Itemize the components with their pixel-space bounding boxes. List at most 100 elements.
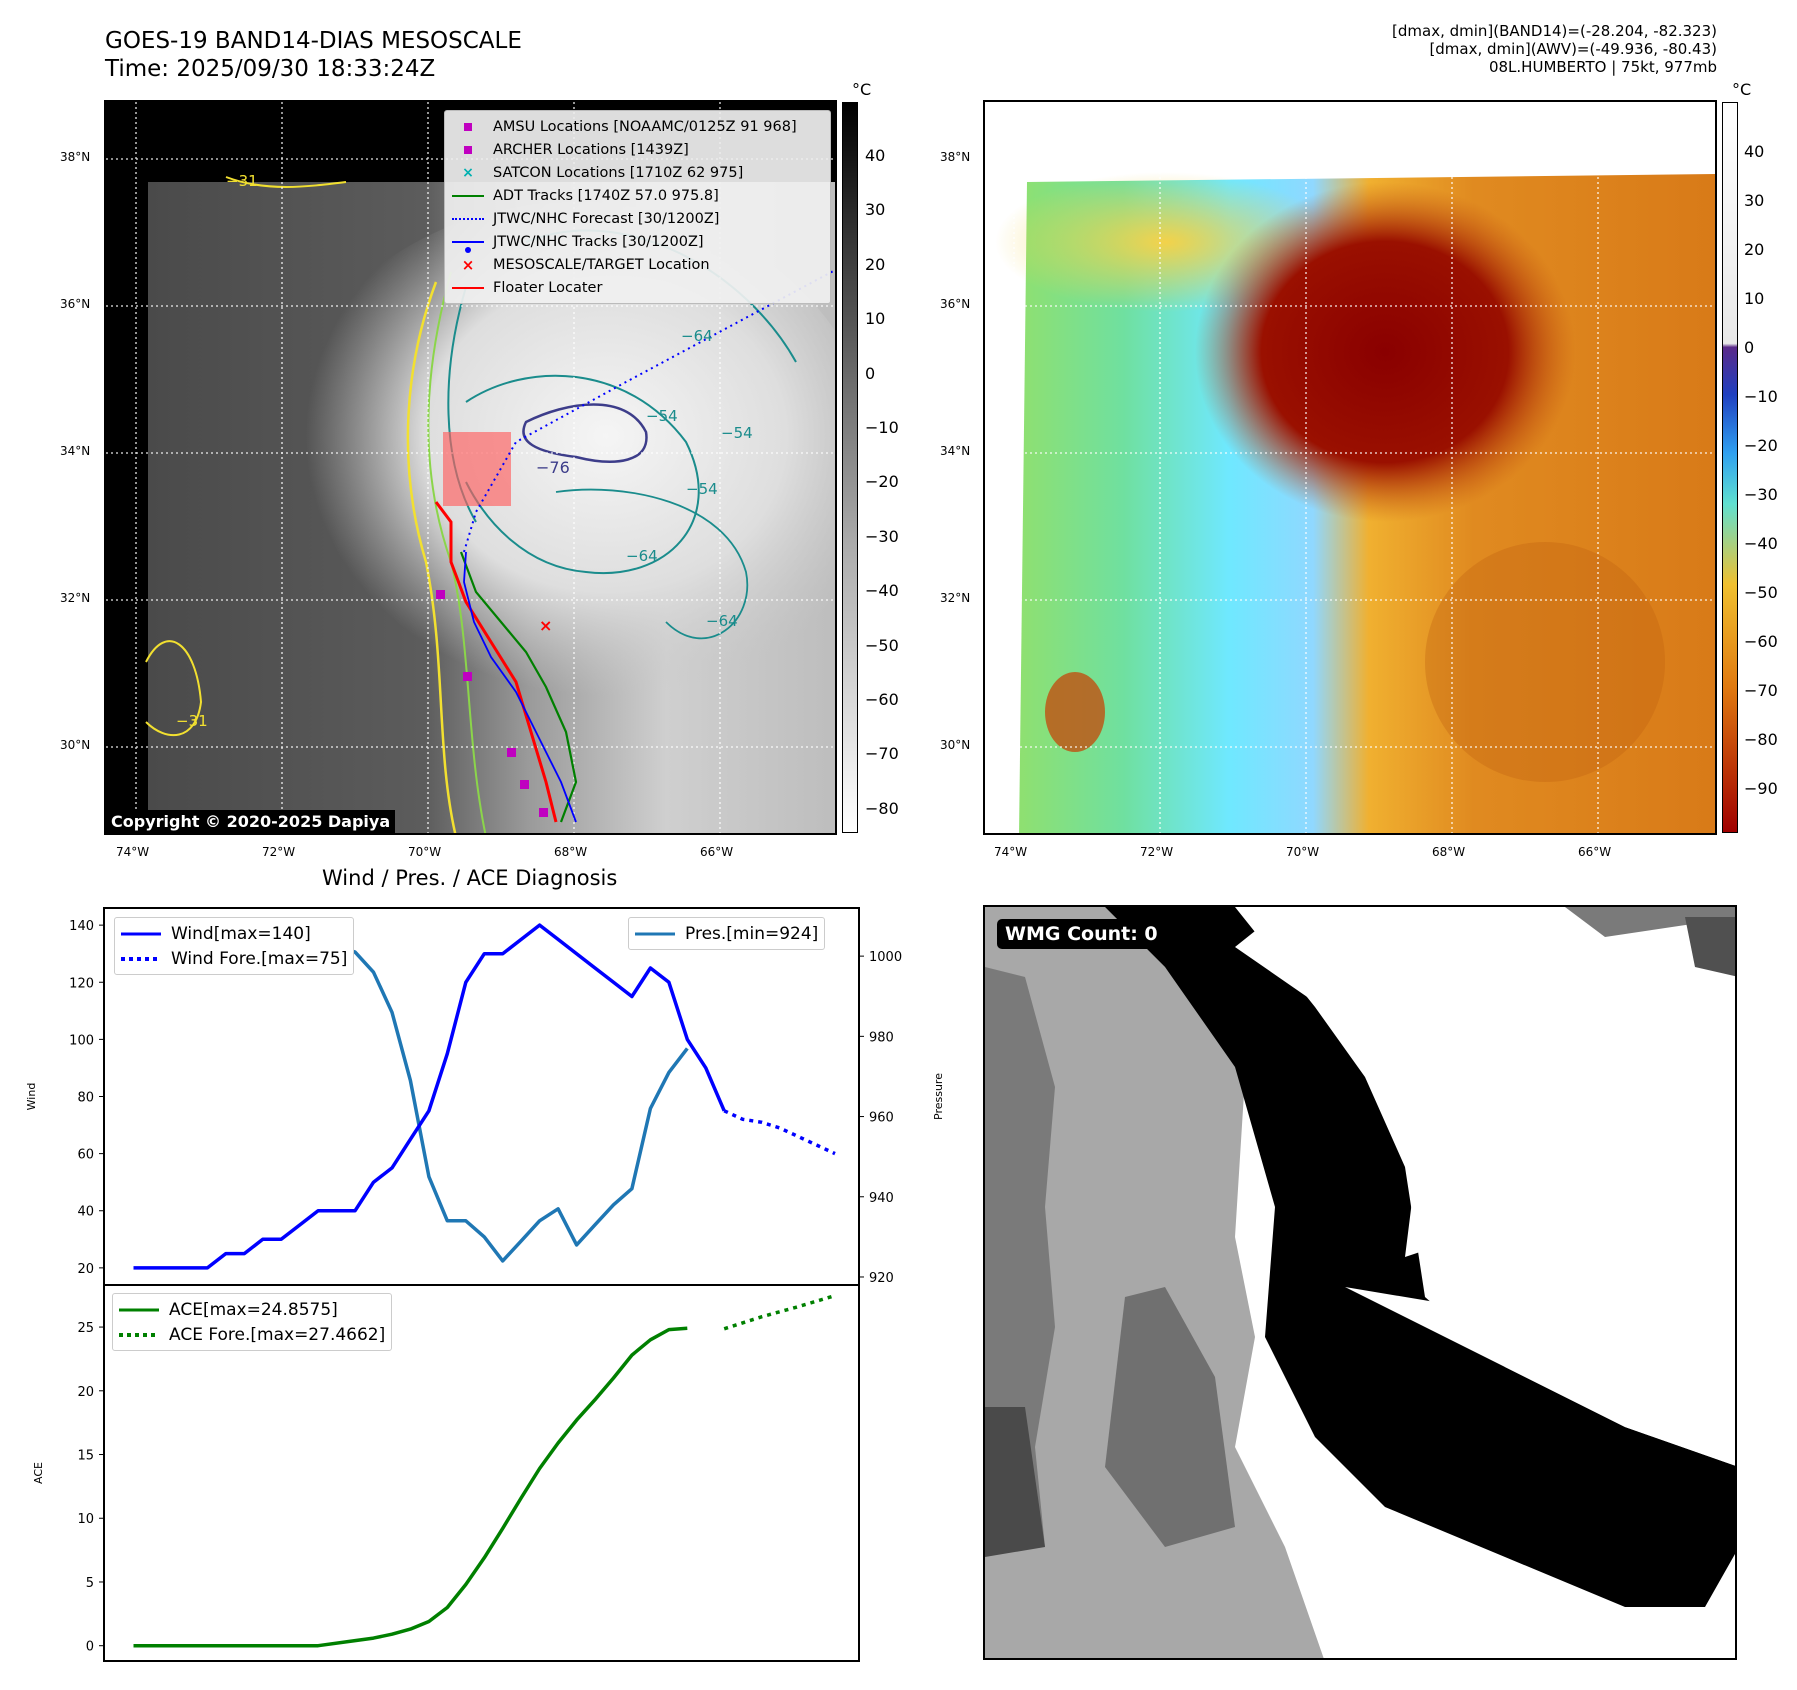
lon-tick: 68°W (554, 845, 588, 859)
lat-tick: 32°N (940, 591, 971, 605)
map-legend: AMSU Locations [NOAAMC/0125Z 91 968] ARC… (444, 110, 831, 304)
lon-tick: 72°W (262, 845, 296, 859)
colorbar-tick: −90 (1744, 779, 1778, 798)
awv-colorbar (1722, 102, 1738, 833)
lat-tick: 30°N (940, 738, 971, 752)
awv-map-image (985, 102, 1715, 833)
contour-label: −64 (706, 612, 738, 630)
svg-text:×: × (539, 616, 552, 635)
colorbar-tick: −50 (1744, 583, 1778, 602)
ace-plot-frame (103, 1284, 860, 1662)
lon-tick: 70°W (1286, 845, 1320, 859)
line-marker-icon (452, 194, 484, 197)
ir-colorbar-unit: °C (852, 80, 872, 99)
ace-tick-label: 25 (77, 1321, 94, 1336)
diagnosis-title: Wind / Pres. / ACE Diagnosis (322, 866, 618, 890)
colorbar-tick: 30 (1744, 191, 1765, 210)
contour-label: −76 (536, 458, 570, 477)
pressure-tick-label: 920 (869, 1271, 894, 1286)
wind-tick-label: 60 (77, 1148, 94, 1163)
colorbar-tick: −80 (865, 798, 899, 818)
ace-line (133, 1326, 688, 1648)
legend-item-pressure: Pres.[min=924] (635, 921, 818, 946)
legend-item-floater: Floater Locater (451, 276, 824, 299)
colorbar-tick: −20 (1744, 436, 1778, 455)
wind-axis-label: Wind (25, 1083, 38, 1111)
ace-tick-label: 10 (77, 1512, 94, 1527)
x-marker-icon: × (462, 164, 474, 181)
colorbar-tick: 10 (1744, 289, 1765, 308)
ace-tick-label: 0 (86, 1640, 94, 1655)
copyright-label: Copyright © 2020-2025 Dapiya (106, 810, 396, 833)
lat-tick: 32°N (60, 591, 91, 605)
wind-tick-label: 80 (77, 1091, 94, 1106)
contour-label: −54 (646, 407, 678, 425)
lon-tick: 70°W (408, 845, 442, 859)
wmg-panel: WMG Count: 0 (983, 905, 1737, 1660)
lon-tick: 66°W (1578, 845, 1612, 859)
colorbar-tick: −10 (1744, 387, 1778, 406)
solid-line-icon (119, 1308, 159, 1311)
line-marker-icon (452, 286, 484, 289)
awv-map-panel (983, 100, 1717, 835)
lon-tick: 66°W (700, 845, 734, 859)
pressure-legend: Pres.[min=924] (628, 917, 826, 950)
pressure-tick-label: 940 (869, 1191, 894, 1206)
lat-tick: 38°N (940, 150, 971, 164)
lon-tick: 68°W (1432, 845, 1466, 859)
lon-tick: 74°W (116, 845, 150, 859)
legend-item-adt: ADT Tracks [1740Z 57.0 975.8] (451, 184, 824, 207)
contour-label: −54 (686, 480, 718, 498)
legend-item-ace-forecast: ACE Fore.[max=27.4662] (119, 1322, 385, 1347)
legend-item-forecast: JTWC/NHC Forecast [30/1200Z] (451, 207, 824, 230)
colorbar-tick: −20 (865, 472, 899, 492)
colorbar-tick: −80 (1744, 730, 1778, 749)
colorbar-tick: 20 (1744, 240, 1765, 259)
contour-label: −64 (681, 327, 713, 345)
x-marker-icon: × (461, 255, 475, 274)
colorbar-tick: −50 (865, 635, 899, 655)
solid-line-icon (121, 932, 161, 935)
colorbar-tick: −40 (865, 581, 899, 601)
ace-tick-label: 20 (77, 1385, 94, 1400)
lat-tick: 36°N (60, 297, 91, 311)
info-line-1: [dmax, dmin](BAND14)=(-28.204, -82.323) (1392, 22, 1717, 40)
lon-tick: 72°W (1140, 845, 1174, 859)
dotted-line-icon (119, 1332, 159, 1337)
legend-item-tracks: JTWC/NHC Tracks [30/1200Z] (451, 230, 824, 253)
legend-item-mesoscale: × MESOSCALE/TARGET Location (451, 253, 824, 276)
legend-item-wind: Wind[max=140] (121, 921, 347, 946)
legend-item-amsu: AMSU Locations [NOAAMC/0125Z 91 968] (451, 115, 824, 138)
legend-item-wind-forecast: Wind Fore.[max=75] (121, 946, 347, 971)
lat-tick: 34°N (60, 444, 91, 458)
ace-legend: ACE[max=24.8575] ACE Fore.[max=27.4662] (112, 1293, 393, 1351)
lat-tick: 36°N (940, 297, 971, 311)
colorbar-tick: 40 (1744, 142, 1765, 161)
ace-tick-label: 5 (86, 1576, 94, 1591)
wmg-count-label: WMG Count: 0 (997, 919, 1166, 949)
colorbar-tick: −60 (865, 690, 899, 709)
legend-item-ace: ACE[max=24.8575] (119, 1297, 385, 1322)
contour-label: −31 (226, 172, 258, 190)
wind-tick-label: 40 (77, 1205, 94, 1220)
contour-label: −64 (626, 547, 658, 565)
legend-item-archer: ARCHER Locations [1439Z] (451, 138, 824, 161)
wmg-image (985, 907, 1735, 1658)
lat-tick: 38°N (60, 150, 91, 164)
lat-tick: 30°N (60, 738, 91, 752)
colorbar-tick: 0 (865, 363, 876, 383)
ir-map-panel: × −31 −31 −64 −54 −54 −76 −64 −54 −64 AM… (104, 100, 837, 835)
awv-colorbar-unit: °C (1732, 80, 1752, 99)
line-dot-icon (452, 240, 484, 243)
ir-colorbar (842, 102, 858, 833)
colorbar-tick: −70 (1744, 681, 1778, 700)
colorbar-tick: −70 (865, 744, 899, 764)
colorbar-tick: 20 (865, 254, 886, 274)
dotted-line-icon (452, 217, 484, 220)
colorbar-tick: −10 (865, 418, 899, 437)
wind-line (133, 923, 726, 1270)
solid-line-icon (635, 932, 675, 935)
colorbar-tick: 30 (865, 200, 886, 220)
storm-info: [dmax, dmin](BAND14)=(-28.204, -82.323) … (1392, 22, 1717, 76)
ace-tick-label: 15 (77, 1449, 94, 1464)
